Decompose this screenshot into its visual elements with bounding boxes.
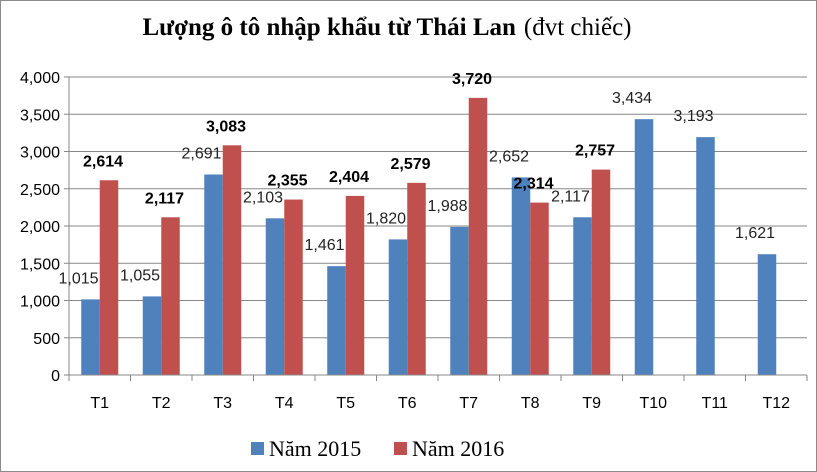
- bar-2015-t4: [265, 218, 285, 375]
- data-label-2016: 2,757: [575, 143, 615, 160]
- data-label-2015: 1,461: [304, 237, 344, 254]
- bar-2015-t5: [327, 266, 346, 375]
- bar-2015-t10: [634, 119, 654, 376]
- data-label-2016: 2,314: [513, 176, 553, 193]
- x-tick-label: T12: [762, 395, 790, 412]
- bar-2015-t11: [696, 137, 715, 375]
- data-label-2016: 2,355: [267, 173, 307, 190]
- data-label-2016: 2,614: [83, 153, 123, 170]
- chart-title-main: Lượng ô tô nhập khẩu từ Thái Lan: [143, 14, 516, 41]
- x-tick-label: T6: [398, 395, 417, 412]
- y-tick-label: 2,000: [20, 219, 60, 236]
- data-label-2016: 2,404: [329, 169, 369, 186]
- chart-title-unit: (đvt chiếc): [524, 14, 632, 41]
- data-label-2015: 2,117: [551, 188, 590, 205]
- legend: Năm 2015 Năm 2016: [251, 436, 504, 461]
- bar-2016-t3: [222, 145, 242, 375]
- y-tick-label: 3,500: [20, 107, 60, 124]
- y-tick-label: 3,000: [20, 145, 60, 162]
- y-tick-label: 1,500: [20, 256, 60, 273]
- gridlines: [69, 76, 807, 339]
- y-tick-label: 1,000: [20, 294, 60, 311]
- data-label-2015: 2,103: [243, 189, 283, 206]
- legend-swatch-2015: [251, 442, 264, 455]
- bar-2015-t1: [81, 299, 100, 375]
- data-label-2015: 1,988: [427, 198, 467, 215]
- x-tick-label: T11: [702, 395, 728, 412]
- bar-2016-t8: [530, 202, 549, 375]
- bar-2015-t3: [204, 174, 223, 375]
- x-tick-label: T8: [521, 395, 540, 412]
- data-label-2015: 3,193: [673, 108, 713, 125]
- legend-swatch-2016: [394, 442, 407, 455]
- bar-2015-t2: [142, 296, 162, 375]
- bar-2015-t8: [511, 177, 531, 375]
- data-label-2016: 2,579: [390, 156, 430, 173]
- y-tick-label: 2,500: [20, 182, 60, 199]
- data-label-2016: 3,083: [206, 118, 246, 135]
- data-labels: 1,015 2,614 1,055 2,117 2,691 3,083 2,1032,355…: [58, 71, 775, 288]
- data-label-2015: 2,691: [181, 146, 221, 163]
- y-axis: 0 500 1,000 1,500 2,000 2,500 3,000 3,500 4,000: [20, 70, 70, 385]
- data-label-2015: 1,820: [366, 210, 406, 227]
- bar-2016-t9: [591, 169, 611, 375]
- x-tick-label: T2: [152, 395, 171, 412]
- y-tick-label: 0: [51, 368, 60, 385]
- bar-2015-t12: [757, 254, 777, 375]
- bar-2016-t4: [284, 199, 303, 375]
- bar-2015-t9: [573, 217, 592, 375]
- x-tick-label: T3: [213, 395, 232, 412]
- x-axis: T1 T2 T3 T4 T5 T6 T7 T8 T9 T10 T11 T12: [68, 374, 808, 412]
- y-tick-label: 500: [33, 331, 60, 348]
- x-tick-label: T9: [582, 395, 601, 412]
- legend-label-2015: Năm 2015: [269, 436, 361, 461]
- data-label-2015: 1,015: [58, 270, 98, 287]
- bar-2015-t6: [388, 239, 408, 375]
- x-tick-label: T1: [90, 395, 109, 412]
- data-label-2015: 1,621: [735, 225, 775, 242]
- x-tick-label: T4: [275, 395, 294, 412]
- bars: [81, 97, 777, 376]
- bar-2016-t1: [99, 180, 119, 375]
- data-label-2015: 3,434: [612, 90, 652, 107]
- bar-2015-t7: [450, 226, 469, 375]
- bar-2016-t5: [345, 195, 365, 375]
- x-tick-label: T5: [336, 395, 355, 412]
- bar-2016-t2: [161, 217, 180, 375]
- data-label-2016: 3,720: [452, 71, 492, 88]
- data-label-2016: 2,117: [145, 190, 184, 207]
- y-tick-label: 4,000: [20, 70, 60, 87]
- x-tick-label: T10: [639, 395, 667, 412]
- chart-title: Lượng ô tô nhập khẩu từ Thái Lan (đvt chi…: [143, 14, 632, 41]
- data-label-2015: 2,652: [489, 148, 529, 165]
- bar-2016-t7: [468, 97, 488, 376]
- x-tick-label: T7: [459, 395, 478, 412]
- bar-2016-t6: [407, 182, 426, 375]
- legend-label-2016: Năm 2016: [412, 436, 504, 461]
- data-label-2015: 1,055: [120, 267, 160, 284]
